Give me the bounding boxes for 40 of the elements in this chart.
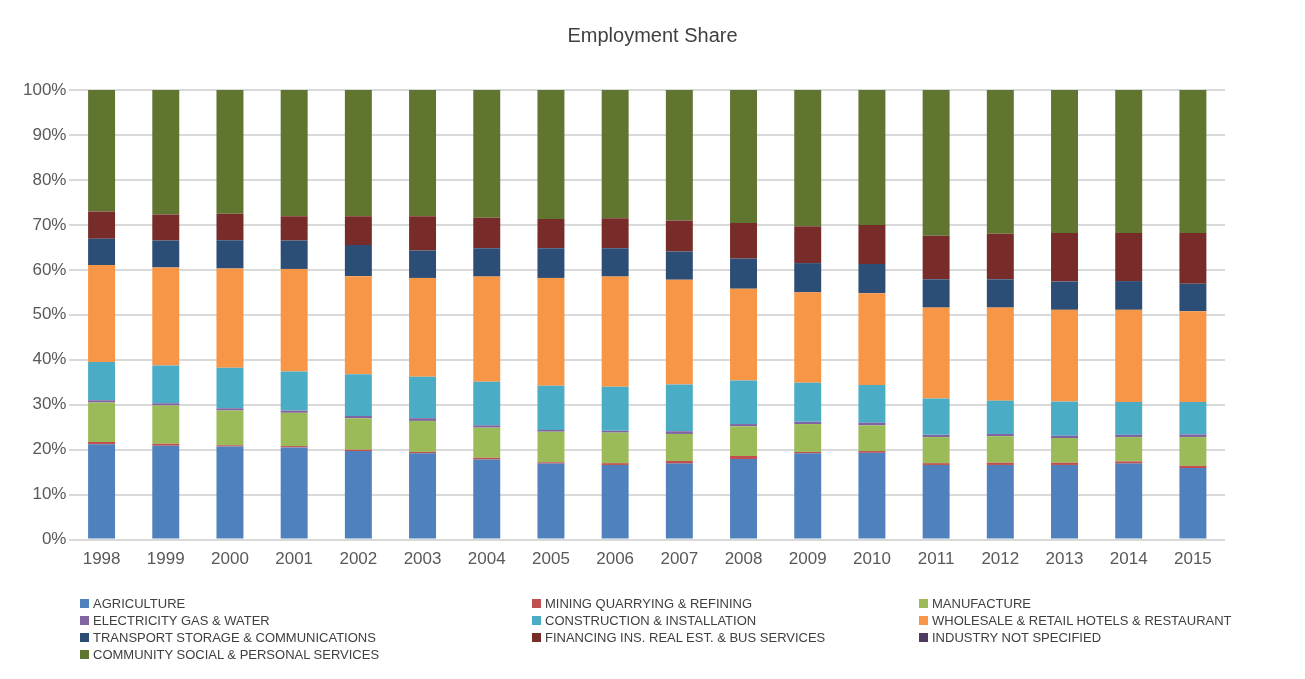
x-tick-label: 2005 xyxy=(532,549,570,569)
legend-label: ELECTRICITY GAS & WATER xyxy=(93,613,270,628)
y-tick-label: 60% xyxy=(32,259,67,279)
x-tick-label: 2002 xyxy=(339,549,378,569)
x-tick-label: 2010 xyxy=(853,549,891,569)
x-tick-label: 2014 xyxy=(1109,549,1148,569)
x-tick-label: 2015 xyxy=(1173,549,1212,569)
x-tick-label: 2013 xyxy=(1045,549,1084,569)
y-tick-label: 20% xyxy=(32,439,67,459)
legend-label: MANUFACTURE xyxy=(932,596,1031,611)
y-tick-label: 70% xyxy=(32,214,67,234)
x-tick-label: 2000 xyxy=(211,549,249,569)
x-tick-label: 2011 xyxy=(917,549,955,569)
legend-label: COMMUNITY SOCIAL & PERSONAL SERVICES xyxy=(93,647,380,662)
legend-label: INDUSTRY NOT SPECIFIED xyxy=(932,630,1102,645)
y-tick-label: 10% xyxy=(32,484,67,504)
y-tick-label: 100% xyxy=(23,79,67,99)
legend-label: AGRICULTURE xyxy=(93,596,186,611)
x-tick-label: 2003 xyxy=(403,549,442,569)
x-tick-label: 1998 xyxy=(82,549,121,569)
legend-label: CONSTRUCTION & INSTALLATION xyxy=(545,613,757,628)
y-tick-label: 80% xyxy=(32,169,67,189)
y-tick-label: 40% xyxy=(32,349,67,369)
x-tick-label: 2008 xyxy=(724,549,763,569)
x-tick-label: 2004 xyxy=(467,549,506,569)
legend-label: WHOLESALE & RETAIL HOTELS & RESTAURANT xyxy=(932,613,1232,628)
legend-label: TRANSPORT STORAGE & COMMUNICATIONS xyxy=(93,630,376,645)
y-tick-label: 0% xyxy=(41,529,67,549)
chart-title: Employment Share xyxy=(566,24,739,47)
y-tick-label: 90% xyxy=(32,124,67,144)
legend-label: MINING QUARRYING & REFINING xyxy=(545,596,753,611)
x-tick-label: 2001 xyxy=(275,549,314,569)
x-tick-label: 2006 xyxy=(596,549,635,569)
x-tick-label: 2012 xyxy=(981,549,1020,569)
x-tick-label: 2009 xyxy=(788,549,827,569)
y-tick-label: 30% xyxy=(32,394,67,414)
legend-label: FINANCING INS. REAL EST. & BUS SERVICES xyxy=(545,630,826,645)
y-tick-label: 50% xyxy=(32,304,67,324)
x-tick-label: 1999 xyxy=(146,549,185,569)
x-tick-label: 2007 xyxy=(660,549,699,569)
